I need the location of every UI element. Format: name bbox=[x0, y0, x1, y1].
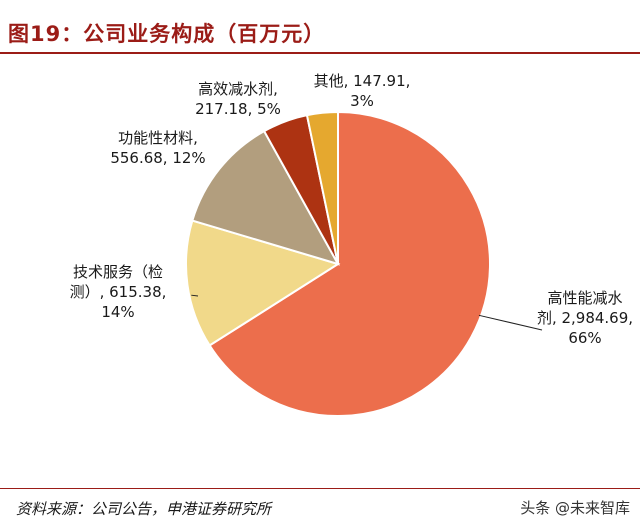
source-note: 资料来源：公司公告，申港证券研究所 bbox=[16, 500, 272, 518]
pie-slice-2 bbox=[191, 129, 341, 266]
watermark: 头条 @未来智库 bbox=[520, 499, 630, 517]
slice-label-0: 高性能减水剂, 2,984.69, 66% bbox=[537, 289, 633, 347]
pie-slice-1 bbox=[185, 219, 341, 347]
pie-slice-0 bbox=[208, 110, 491, 417]
title-rule bbox=[0, 52, 640, 54]
slice-label-3: 高效减水剂, 217.18, 5% bbox=[195, 80, 281, 118]
figure-title: 图19：公司业务构成（百万元） bbox=[8, 22, 326, 46]
leader-line-0 bbox=[478, 314, 543, 331]
slice-label-1: 技术服务（检测）, 615.38, 14% bbox=[70, 263, 167, 321]
slice-label-2: 功能性材料, 556.68, 12% bbox=[110, 129, 205, 167]
slice-label-4: 其他, 147.91, 3% bbox=[314, 72, 411, 110]
footer-rule bbox=[0, 488, 640, 489]
pie-slice-4 bbox=[305, 110, 339, 265]
leader-line-1 bbox=[191, 294, 199, 297]
